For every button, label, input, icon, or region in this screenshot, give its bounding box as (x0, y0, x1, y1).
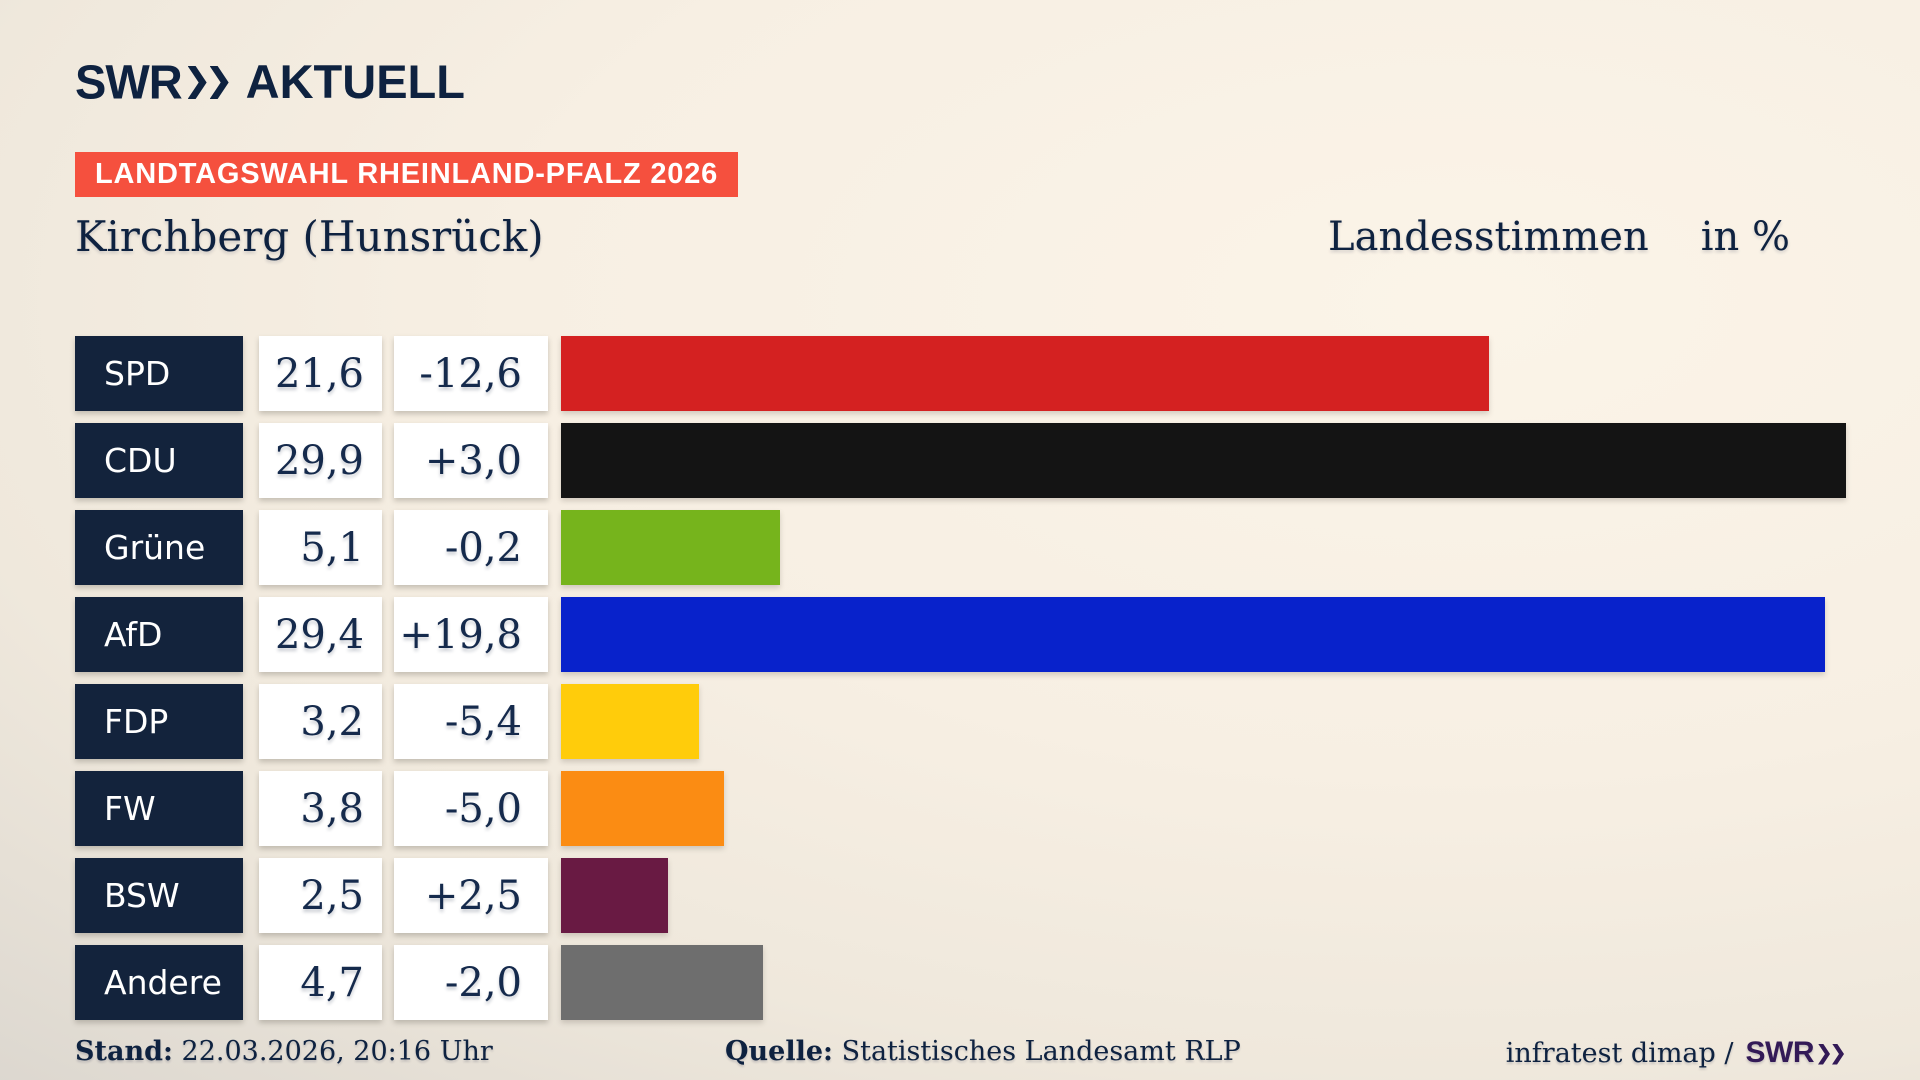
stand-label: Stand: (75, 1036, 173, 1067)
value-cell: 29,9 (259, 423, 382, 498)
result-bar (561, 945, 763, 1020)
stand-timestamp: Stand: 22.03.2026, 20:16 Uhr (75, 1036, 493, 1067)
value-cell: 3,2 (259, 684, 382, 759)
party-label: Andere (75, 945, 243, 1020)
party-label: SPD (75, 336, 243, 411)
result-bar (561, 510, 781, 585)
result-bar (561, 336, 1490, 411)
credit-swr-text: SWR (1745, 1036, 1815, 1069)
chart-row: BSW 2,5 +2,5 (75, 858, 1846, 933)
credit-text: infratest dimap / (1505, 1037, 1734, 1069)
result-bar (561, 684, 699, 759)
swr-aktuell-logo: SWR AKTUELL (75, 54, 465, 109)
chart-row: Andere 4,7 -2,0 (75, 945, 1846, 1020)
party-label: Grüne (75, 510, 243, 585)
bar-track (561, 423, 1846, 498)
party-label: FDP (75, 684, 243, 759)
unit-label: in % (1700, 214, 1790, 260)
value-cell: 4,7 (259, 945, 382, 1020)
change-cell: -12,6 (394, 336, 548, 411)
bar-track (561, 858, 1846, 933)
value-cell: 29,4 (259, 597, 382, 672)
chart-row: FW 3,8 -5,0 (75, 771, 1846, 846)
party-label: BSW (75, 858, 243, 933)
chart-rows: SPD 21,6 -12,6 CDU 29,9 +3,0 Grüne 5,1 -… (75, 336, 1846, 1032)
value-cell: 5,1 (259, 510, 382, 585)
bar-track (561, 945, 1846, 1020)
credit-note: infratest dimap / SWR (1506, 1036, 1846, 1070)
bar-track (561, 771, 1846, 846)
change-cell: -5,0 (394, 771, 548, 846)
quelle-label: Quelle: (725, 1036, 833, 1067)
logo-aktuell-text: AKTUELL (245, 55, 465, 108)
change-cell: -0,2 (394, 510, 548, 585)
change-cell: +2,5 (394, 858, 548, 933)
change-cell: +19,8 (394, 597, 548, 672)
value-cell: 3,8 (259, 771, 382, 846)
municipality-title: Kirchberg (Hunsrück) (75, 212, 544, 261)
chart-row: AfD 29,4 +19,8 (75, 597, 1846, 672)
value-cell: 2,5 (259, 858, 382, 933)
chart-row: CDU 29,9 +3,0 (75, 423, 1846, 498)
bar-track (561, 597, 1846, 672)
result-bar (561, 771, 725, 846)
chart-row: SPD 21,6 -12,6 (75, 336, 1846, 411)
logo-swr-text: SWR (75, 54, 183, 109)
bar-track (561, 336, 1846, 411)
votes-type-label: Landesstimmen (1328, 214, 1649, 260)
change-cell: -2,0 (394, 945, 548, 1020)
credit-chevrons-icon (1818, 1043, 1846, 1065)
chart-row: FDP 3,2 -5,4 (75, 684, 1846, 759)
logo-chevrons-icon (187, 66, 232, 99)
party-label: AfD (75, 597, 243, 672)
party-label: FW (75, 771, 243, 846)
election-badge: LANDTAGSWAHL RHEINLAND-PFALZ 2026 (75, 152, 739, 197)
change-cell: -5,4 (394, 684, 548, 759)
bar-track (561, 510, 1846, 585)
change-cell: +3,0 (394, 423, 548, 498)
result-bar (561, 423, 1846, 498)
result-bar (561, 858, 669, 933)
source-note: Quelle: Statistisches Landesamt RLP (725, 1036, 1241, 1067)
bar-track (561, 684, 1846, 759)
stand-value: 22.03.2026, 20:16 Uhr (181, 1036, 493, 1067)
chart-row: Grüne 5,1 -0,2 (75, 510, 1846, 585)
party-label: CDU (75, 423, 243, 498)
chart-header-right: Landesstimmen in % (1328, 214, 1790, 260)
quelle-value: Statistisches Landesamt RLP (841, 1036, 1241, 1067)
value-cell: 21,6 (259, 336, 382, 411)
result-bar (561, 597, 1825, 672)
